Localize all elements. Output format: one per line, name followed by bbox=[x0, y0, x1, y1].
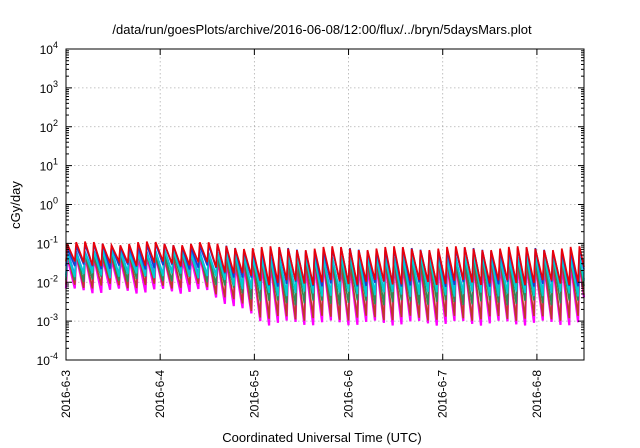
x-axis: 2016-6-3 2016-6-4 2016-6-5 2016-6-6 2016-6-7… bbox=[59, 49, 544, 418]
x-tick-label: 2016-6-6 bbox=[342, 370, 356, 418]
y-tick-label: 104 bbox=[40, 40, 58, 57]
x-tick-label: 2016-6-7 bbox=[436, 370, 450, 418]
y-tick-label: 10-4 bbox=[37, 351, 58, 368]
y-tick-label: 100 bbox=[40, 196, 58, 213]
y-tick-label: 102 bbox=[40, 118, 58, 135]
y-tick-label: 10-3 bbox=[37, 312, 58, 329]
x-tick-label: 2016-6-8 bbox=[530, 370, 544, 418]
series-lines bbox=[64, 241, 586, 326]
x-tick-label: 2016-6-4 bbox=[153, 370, 167, 418]
y-axis: 10-4 10-3 10-2 10-1 100 101 102 103 104 bbox=[37, 40, 584, 368]
x-axis-label: Coordinated Universal Time (UTC) bbox=[222, 430, 421, 445]
y-tick-label: 103 bbox=[40, 79, 58, 96]
chart-title: /data/run/goesPlots/archive/2016-06-08/1… bbox=[112, 22, 532, 37]
y-axis-label: cGy/day bbox=[8, 181, 23, 229]
y-tick-label: 101 bbox=[40, 157, 58, 174]
series-line bbox=[65, 241, 585, 286]
y-tick-label: 10-2 bbox=[37, 273, 58, 290]
y-tick-label: 10-1 bbox=[37, 234, 58, 251]
x-tick-label: 2016-6-3 bbox=[59, 370, 73, 418]
x-tick-label: 2016-6-5 bbox=[247, 370, 261, 418]
